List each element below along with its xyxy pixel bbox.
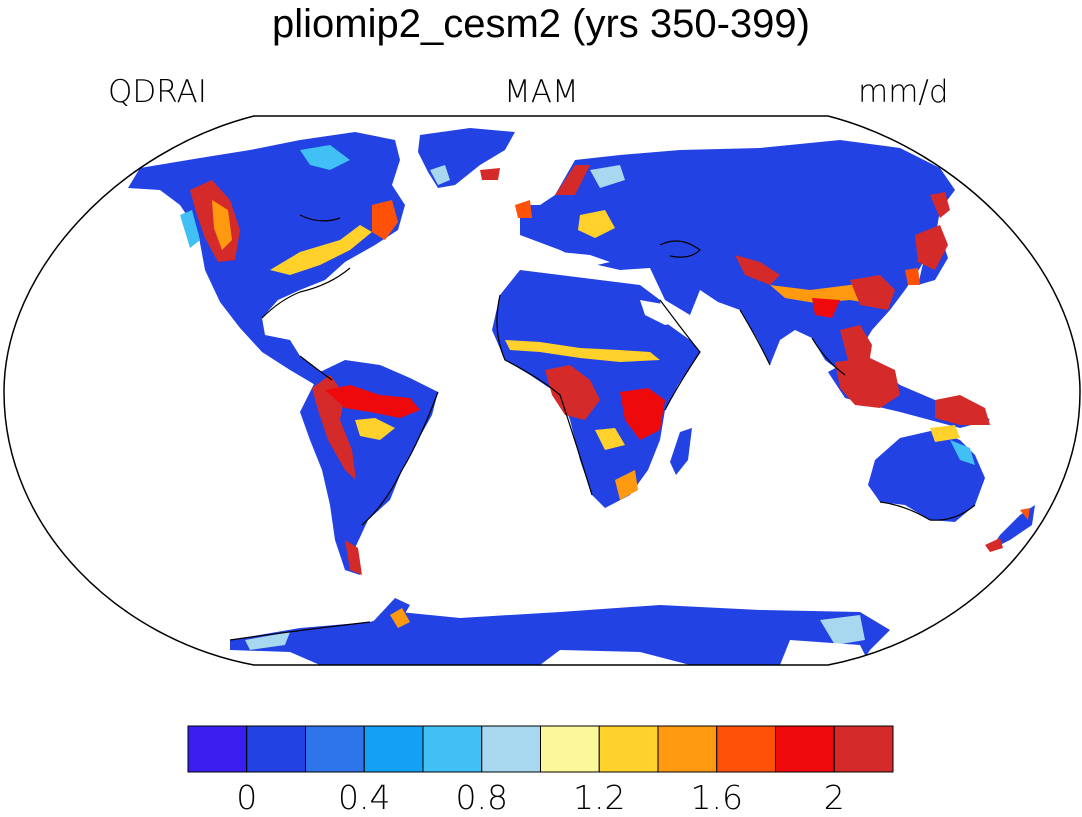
season-label: MAM: [504, 74, 579, 110]
colorbar-swatch: [246, 725, 306, 773]
colorbar-swatch: [187, 725, 248, 773]
colorbar-swatch: [775, 725, 835, 773]
colorbar-swatch: [598, 725, 659, 773]
globe-outline: [3, 115, 1081, 666]
land-layer: [128, 128, 1035, 665]
runoff-highlights: [180, 145, 1030, 650]
coastlines: [229, 214, 976, 641]
australia-landmass: [868, 430, 985, 522]
colorbar-tick-label: 1.6: [690, 778, 743, 817]
africa-landmass: [492, 270, 700, 508]
colorbar-swatch: [833, 725, 894, 773]
colorbar-swatch: [540, 725, 600, 773]
colorbar-tick-label: 0.8: [455, 778, 508, 817]
madagascar-landmass: [670, 428, 692, 475]
colorbar-swatch: [481, 725, 541, 773]
colorbar-tick-label: 0.4: [338, 778, 391, 817]
variable-label: QDRAI: [108, 74, 207, 110]
colorbar-tick-label: 1.2: [573, 778, 626, 817]
colorbar-swatch: [363, 725, 424, 773]
colorbar-swatch: [305, 725, 365, 773]
plot-title: pliomip2_cesm2 (yrs 350-399): [271, 2, 810, 46]
units-label: mm/d: [858, 74, 949, 110]
colorbar-swatch: [422, 725, 483, 773]
no-data-areas: [230, 250, 870, 665]
colorbar-swatch: [716, 725, 776, 773]
north-america-landmass: [128, 132, 405, 395]
greenland-landmass: [418, 128, 515, 188]
new-zealand-landmass: [990, 505, 1035, 550]
colorbar-tick-label: 0: [236, 778, 258, 817]
colorbar-swatch: [657, 725, 718, 773]
colorbar: [187, 725, 894, 773]
colorbar-tick-label: 2: [823, 778, 845, 817]
